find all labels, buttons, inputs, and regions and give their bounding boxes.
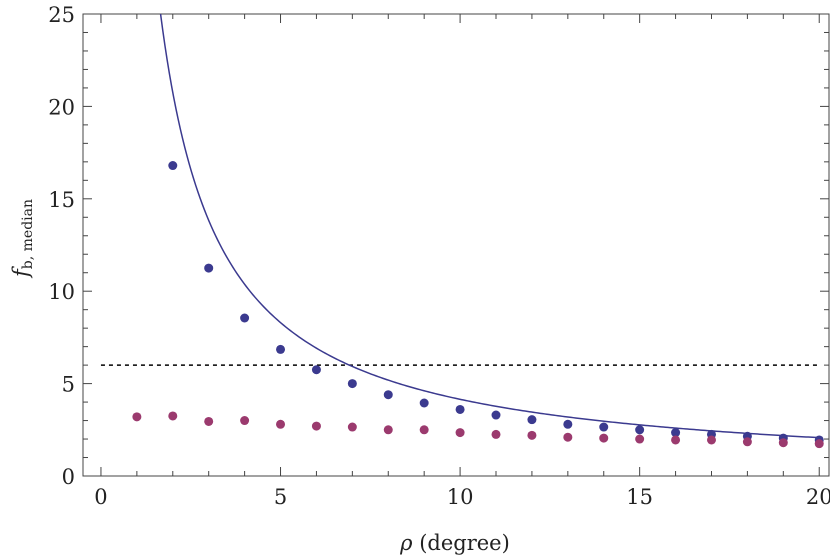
y-axis-label-main: f [9,266,33,279]
data-point-series-1 [455,404,465,414]
plot-border [82,13,830,477]
data-point-series-1 [311,365,321,375]
y-axis-label: fb, median [9,199,36,279]
data-point-series-1 [383,390,393,400]
data-point-series-1 [204,263,214,273]
data-point-series-2 [347,422,357,432]
data-point-series-2 [240,416,250,426]
data-point-series-2 [419,425,429,435]
x-tick-label: 0 [94,485,107,509]
data-point-series-1 [276,344,286,354]
data-point-series-2 [706,435,716,445]
x-axis-label-symbol: ρ [399,531,413,555]
data-point-series-1 [599,422,609,432]
data-point-series-2 [778,438,788,448]
data-point-series-1 [563,419,573,429]
data-point-series-1 [635,425,645,435]
data-point-series-1 [240,313,250,323]
y-tick-label: 20 [48,95,75,119]
x-tick-label: 15 [626,485,653,509]
y-tick-label: 10 [48,280,75,304]
data-point-series-2 [311,421,321,431]
x-tick-label: 10 [447,485,474,509]
data-point-series-2 [742,437,752,447]
data-point-series-1 [491,410,501,420]
x-axis-label-unit: (degree) [413,531,510,555]
y-tick-label: 0 [62,465,75,489]
fit-curve [159,13,820,439]
data-point-series-1 [419,398,429,408]
data-point-series-2 [635,434,645,444]
data-point-series-1 [347,379,357,389]
x-tick-label: 20 [806,485,830,509]
data-point-series-1 [527,415,537,425]
data-point-series-2 [204,416,214,426]
data-point-series-2 [599,433,609,443]
data-point-series-2 [671,435,681,445]
data-point-series-2 [814,439,824,449]
x-tick-label: 5 [274,485,287,509]
data-point-series-2 [168,411,178,421]
data-point-series-2 [527,430,537,440]
y-tick-label: 5 [62,373,75,397]
data-point-series-2 [563,432,573,442]
y-axis-label-sub: b, median [20,199,36,269]
data-point-series-2 [276,419,286,429]
data-point-series-1 [671,428,681,438]
data-point-series-2 [383,425,393,435]
y-tick-label: 25 [48,3,75,27]
data-point-series-2 [455,428,465,438]
data-points-layer [132,161,824,449]
fit-curve-layer [159,13,820,439]
data-point-series-2 [132,412,142,422]
tick-layer: 0 5 10 15 20 0 5 10 15 20 25 [48,3,830,509]
plot-frame [82,13,830,477]
x-axis-label: ρ (degree) [399,531,510,555]
y-tick-label: 15 [48,188,75,212]
data-point-series-1 [168,161,178,171]
data-point-series-2 [491,429,501,439]
